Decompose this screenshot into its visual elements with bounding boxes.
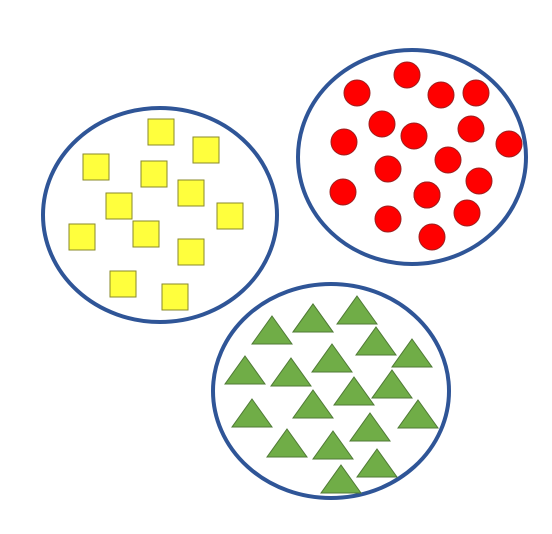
yellow-square [140,160,168,188]
yellow-square [132,220,160,248]
red-circle [434,146,462,174]
red-circle [427,81,455,109]
green-triangle [266,428,308,458]
red-circle [330,128,358,156]
red-circle [418,223,446,251]
yellow-square [177,238,205,266]
red-circle [465,167,493,195]
red-circle [374,205,402,233]
green-triangles-group [211,282,451,500]
yellow-square [68,223,96,251]
green-triangle [355,326,397,356]
yellow-square [147,118,175,146]
circles-group-outline [296,48,528,266]
triangles-group-outline [211,282,451,500]
yellow-square [105,192,133,220]
red-circle [457,115,485,143]
red-circles-group [296,48,528,266]
green-triangle [224,355,266,385]
yellow-square [177,179,205,207]
yellow-square [216,202,244,230]
yellow-square [109,270,137,298]
red-circle [343,79,371,107]
red-circle [400,122,428,150]
green-triangle [312,430,354,460]
yellow-squares-group [41,106,279,324]
red-circle [462,79,490,107]
green-triangle [292,389,334,419]
green-triangle [391,338,433,368]
green-triangle [371,369,413,399]
red-circle [495,130,523,158]
red-circle [329,178,357,206]
green-triangle [320,464,362,494]
red-circle [368,110,396,138]
green-triangle [333,376,375,406]
green-triangle [397,399,439,429]
yellow-square [82,153,110,181]
green-triangle [292,303,334,333]
red-circle [374,155,402,183]
green-triangle [311,343,353,373]
red-circle [453,199,481,227]
red-circle [393,61,421,89]
green-triangle [356,448,398,478]
yellow-square [161,283,189,311]
green-triangle [251,315,293,345]
green-triangle [349,412,391,442]
squares-group-outline [41,106,279,324]
green-triangle [231,398,273,428]
red-circle [413,181,441,209]
green-triangle [270,357,312,387]
green-triangle [336,295,378,325]
yellow-square [192,136,220,164]
